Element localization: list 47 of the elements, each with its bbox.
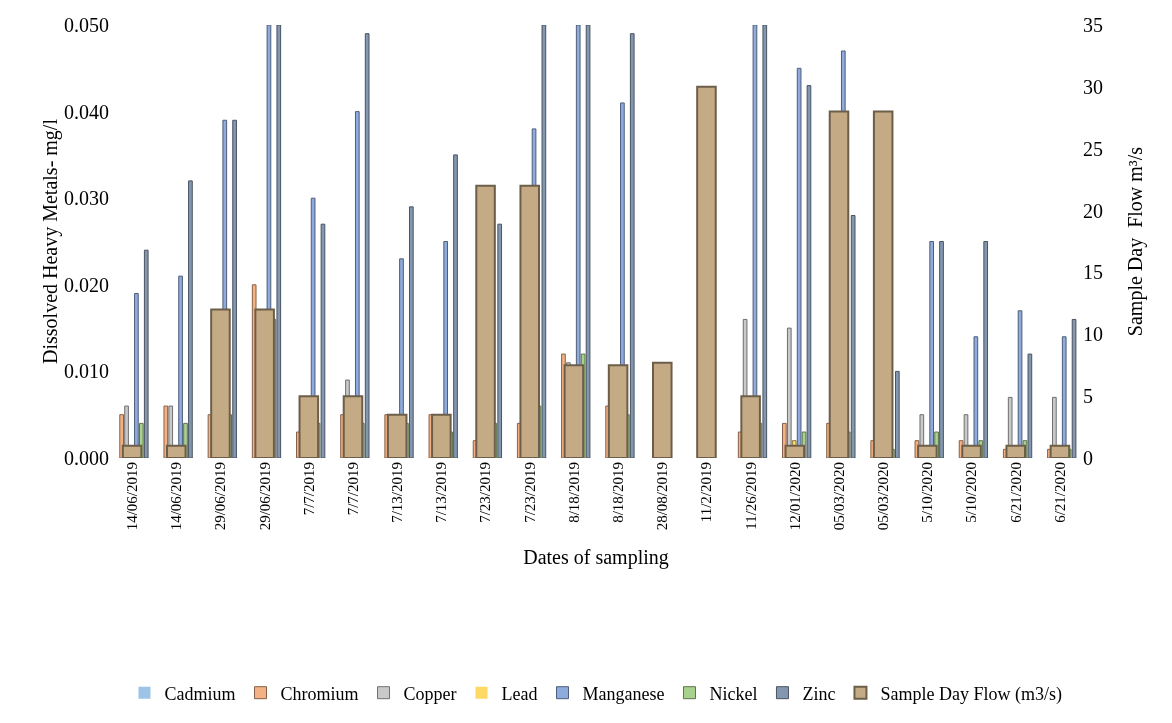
x-tick-label: 8/18/2019 [565,462,582,523]
y-tick-label: 0.020 [64,273,109,296]
y2-tick-label: 30 [1083,75,1103,98]
x-tick-label: 6/21/2020 [1051,462,1068,523]
x-tick-label: 5/10/2020 [963,462,980,523]
x-tick-label: 11/2/2019 [698,462,715,523]
x-tick-label: 14/06/2019 [123,462,140,531]
x-tick-label: 7/7/2019 [344,462,361,516]
x-tick-label: 7/23/2019 [477,462,494,523]
x-tick-label: 05/03/2020 [830,462,847,531]
y-axis-title: Dissolved Heavy Metals- mg/l [39,118,62,364]
legend-label: Manganese [582,683,665,704]
legend-label: Copper [403,683,457,704]
x-tick-label: 7/13/2019 [389,462,406,523]
y2-axis-title: Sample Day Flow m³/s [1124,146,1147,337]
y2-tick-label: 25 [1083,137,1103,160]
x-tick-label: 8/18/2019 [609,462,626,523]
x-tick-label: 28/08/2019 [654,462,671,531]
x-tick-label: 7/23/2019 [521,462,538,523]
y-tick-label: 0.040 [64,100,109,123]
legend-label: Sample Day Flow (m3/s) [880,683,1062,705]
x-tick-label: 14/06/2019 [168,462,185,531]
x-tick-label: 7/13/2019 [433,462,450,523]
y2-tick-label: 15 [1083,261,1103,284]
y2-tick-label: 0 [1083,447,1093,469]
y-tick-label: 0.000 [64,447,109,469]
legend-label: Lead [501,683,538,704]
y2-tick-label: 10 [1083,323,1103,346]
x-tick-label: 11/26/2019 [742,462,759,530]
y2-tick-label: 5 [1083,385,1093,408]
legend-label: Nickel [709,683,758,704]
x-tick-label: 7/7/2019 [300,462,317,516]
legend-label: Cadmium [164,683,236,704]
legend-label: Chromium [280,683,359,704]
y2-tick-label: 35 [1083,14,1103,36]
x-tick-label: 5/10/2020 [919,462,936,523]
x-axis-title: Dates of sampling [523,545,669,569]
x-tick-label: 29/06/2019 [256,462,273,531]
y-tick-label: 0.030 [64,187,109,210]
x-tick-label: 29/06/2019 [212,462,229,531]
x-tick-label: 12/01/2020 [786,462,803,531]
x-tick-label: 05/03/2020 [875,462,892,531]
y-tick-label: 0.010 [64,360,109,383]
x-tick-label: 6/21/2020 [1007,462,1024,523]
y2-tick-label: 20 [1083,199,1103,222]
y-tick-label: 0.050 [64,14,109,36]
legend-label: Zinc [802,683,836,704]
